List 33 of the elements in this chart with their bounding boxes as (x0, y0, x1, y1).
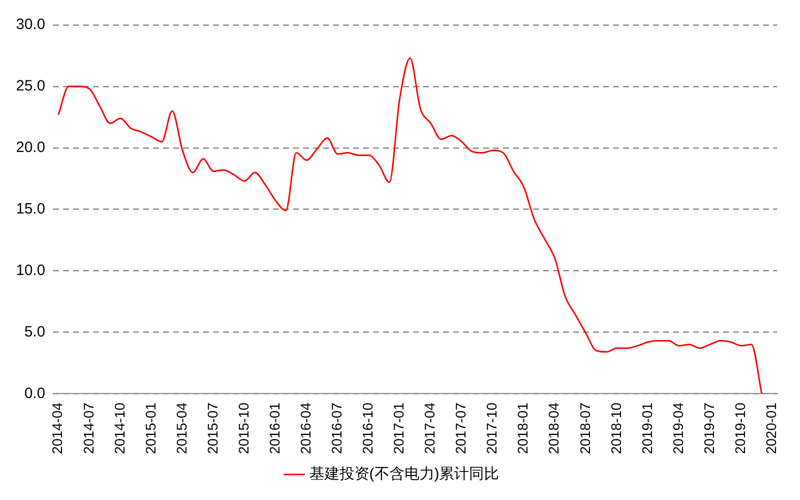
x-tick-label: 2020-01 (762, 402, 779, 454)
x-tick-label: 2017-10 (484, 402, 500, 454)
legend-label: 基建投资(不含电力)累计同比 (309, 466, 500, 483)
x-tick-label: 2015-10 (235, 402, 252, 454)
y-tick-label: 5.0 (24, 323, 46, 340)
x-tick-label: 2017-01 (390, 402, 407, 454)
x-tick-label: 2019-10 (732, 402, 748, 454)
x-tick-label: 2016-01 (266, 402, 282, 454)
x-tick-label: 2017-04 (422, 402, 438, 454)
y-tick-label: 30.0 (16, 16, 46, 34)
y-tick-label: 20.0 (16, 139, 46, 156)
y-tick-label: 25.0 (16, 78, 46, 95)
x-tick-label: 2018-01 (514, 402, 531, 454)
x-tick-label: 2016-07 (328, 402, 345, 454)
x-tick-label: 2014-07 (80, 402, 96, 454)
x-tick-label: 2018-10 (608, 402, 624, 454)
x-tick-label: 2014-10 (111, 402, 128, 454)
x-tick-label: 2019-01 (638, 402, 655, 454)
y-tick-label: 10.0 (16, 262, 46, 279)
x-tick-label: 2017-07 (452, 402, 469, 454)
line-series (58, 57, 763, 394)
x-tick-label: 2019-04 (670, 402, 686, 454)
x-tick-label: 2018-07 (576, 402, 593, 454)
y-tick-label: 0.0 (24, 384, 46, 402)
x-tick-label: 2014-04 (49, 402, 66, 454)
x-tick-label: 2016-10 (360, 402, 376, 454)
x-tick-label: 2015-01 (142, 402, 158, 454)
x-tick-label: 2015-04 (173, 402, 190, 454)
x-tick-label: 2019-07 (700, 402, 717, 454)
y-tick-label: 15.0 (16, 200, 46, 218)
x-tick-label: 2015-07 (204, 402, 220, 454)
x-tick-label: 2018-04 (546, 402, 562, 454)
x-tick-label: 2016-04 (297, 402, 314, 454)
